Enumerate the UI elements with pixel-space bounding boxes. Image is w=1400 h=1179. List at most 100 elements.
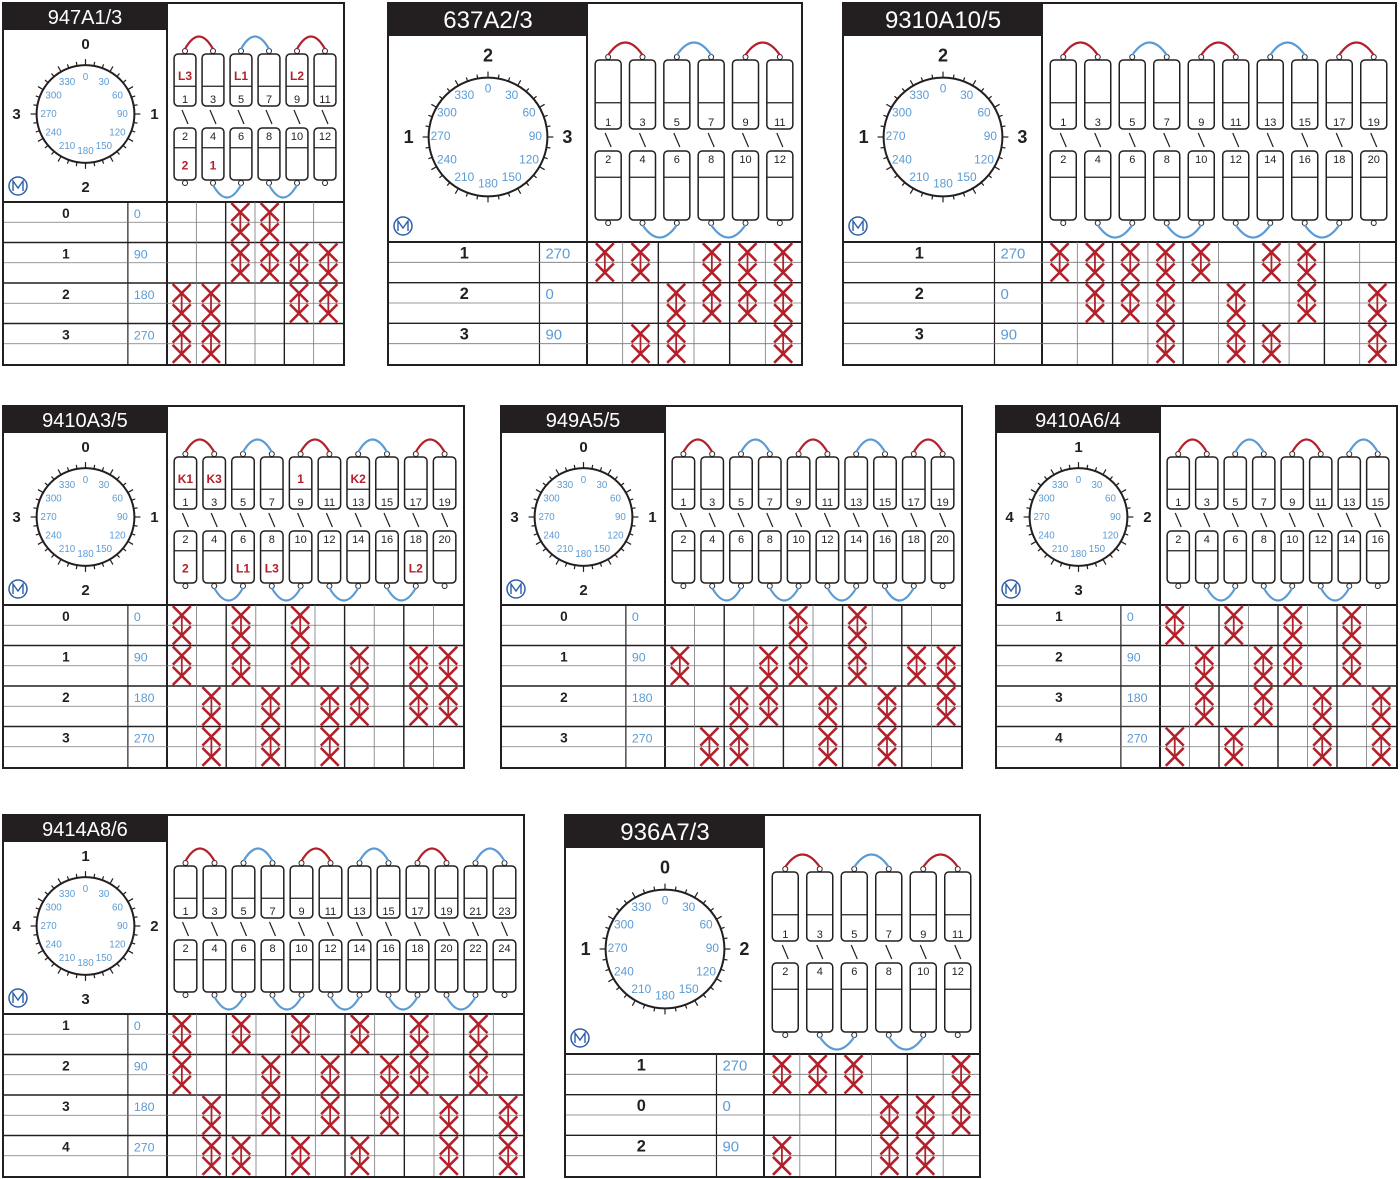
terminal-number: 9 xyxy=(1289,497,1295,509)
terminal-number: 11 xyxy=(1230,117,1241,129)
closed-contact-mark xyxy=(1367,323,1388,364)
switch-panel: 9414A8/6 0 30 60 90 120 150 180 210 240 270 300 330 1… xyxy=(2,814,525,1178)
closed-contact-mark xyxy=(290,1135,311,1176)
table-position-label: 1 xyxy=(1055,609,1063,624)
table-angle-label: 270 xyxy=(632,732,653,746)
closed-contact-mark xyxy=(771,1135,792,1176)
terminal-number: 8 xyxy=(1261,534,1267,546)
closed-contact-mark xyxy=(438,1095,459,1136)
dial-position-label: 4 xyxy=(12,918,21,935)
terminal-number: 4 xyxy=(1204,534,1210,546)
terminal-number: 3 xyxy=(1204,497,1210,509)
terminal-number: 5 xyxy=(240,906,246,918)
terminal-number: 5 xyxy=(240,497,246,509)
terminal-number: 7 xyxy=(266,94,272,106)
dial-position-label: 1 xyxy=(150,509,158,526)
closed-contact-mark xyxy=(630,242,651,283)
terminal-number: 19 xyxy=(440,906,452,918)
jumper-wire xyxy=(213,996,245,1011)
closed-contact-mark xyxy=(259,242,280,283)
jumper-wire xyxy=(212,184,242,199)
closed-contact-mark xyxy=(877,686,897,727)
table-angle-label: 90 xyxy=(722,1140,739,1156)
phase-label: L2 xyxy=(409,562,423,576)
table-angle-label: 0 xyxy=(134,610,141,624)
closed-contact-mark xyxy=(260,726,281,767)
panel-diagram: 0 30609012015018021024027030033001231K122… xyxy=(4,407,463,767)
closed-contact-mark xyxy=(438,1135,459,1176)
dial-degree-label: 150 xyxy=(594,544,611,555)
dial-degree-label: 210 xyxy=(909,170,929,184)
jumper-wire xyxy=(818,1036,856,1051)
terminal-block: 1 K1 2 2 3 K3 4 5 6 L1 7 8 L3 9 1 10 11 12 13 K2 14 15 16 17 18 L… xyxy=(173,438,457,602)
closed-contact-mark xyxy=(1190,242,1211,283)
table-position-label: 3 xyxy=(560,731,568,746)
phase-label: K3 xyxy=(207,472,223,486)
table-angle-label: 180 xyxy=(134,288,155,302)
table-position-label: 2 xyxy=(560,690,568,705)
dial-degree-label: 270 xyxy=(40,109,57,120)
table-position-label: 2 xyxy=(62,287,70,302)
panel-title: 947A1/3 xyxy=(4,4,166,30)
table-angle-label: 0 xyxy=(1127,610,1134,624)
panel-title: 949A5/5 xyxy=(502,407,664,433)
jumper-wire xyxy=(386,587,417,602)
jumper-wire xyxy=(184,847,216,862)
closed-contact-mark xyxy=(915,1094,936,1136)
terminal-number: 1 xyxy=(182,906,188,918)
table-angle-label: 90 xyxy=(134,1060,148,1074)
terminal-number: 16 xyxy=(879,534,891,546)
table-position-label: 1 xyxy=(460,244,469,262)
jumper-wire xyxy=(1205,587,1237,602)
dial-degree-label: 180 xyxy=(1070,549,1087,560)
terminal-number: 3 xyxy=(211,497,217,509)
panel-diagram: 0 30609012015018021024027030033001231L322… xyxy=(4,4,343,364)
table-angle-label: 0 xyxy=(1000,287,1008,303)
closed-contact-mark xyxy=(230,242,251,283)
terminal-number: 9 xyxy=(294,94,300,106)
closed-contact-mark xyxy=(847,605,868,646)
jumper-wire xyxy=(1234,224,1272,239)
closed-contact-mark xyxy=(498,1095,519,1136)
switching-table: 1 270 0 0 2 90 xyxy=(566,1054,979,1176)
terminal-number: 2 xyxy=(182,943,188,955)
table-position-label: 2 xyxy=(637,1138,646,1156)
terminal-number: 12 xyxy=(1230,154,1242,166)
certification-mark-icon xyxy=(1001,579,1021,599)
terminal-number: 19 xyxy=(936,497,948,509)
closed-contact-mark xyxy=(879,1094,900,1136)
terminal-number: 2 xyxy=(680,534,686,546)
jumper-wire xyxy=(270,587,302,602)
phase-label: L2 xyxy=(290,69,304,83)
terminal-number: 1 xyxy=(1175,497,1181,509)
terminal-number: 6 xyxy=(240,534,246,546)
panel-diagram: 0 306090120150180210240270300330012312345… xyxy=(502,407,961,767)
closed-contact-mark xyxy=(289,283,309,324)
terminal-number: 11 xyxy=(1315,497,1326,509)
closed-contact-mark xyxy=(408,686,429,727)
dial-degree-label: 300 xyxy=(45,494,62,505)
table-position-label: 2 xyxy=(460,285,469,303)
terminal-number: 8 xyxy=(269,534,275,546)
closed-contact-mark xyxy=(879,1135,900,1176)
panel-diagram: 0 306090120150180210240270300330123412345… xyxy=(4,816,523,1176)
terminal-number: 3 xyxy=(211,906,217,918)
table-position-label: 3 xyxy=(915,326,924,344)
phase-label: 1 xyxy=(297,472,304,486)
dial-position-label: 2 xyxy=(579,582,587,599)
closed-contact-mark xyxy=(1155,282,1176,324)
terminal-number: 6 xyxy=(240,943,246,955)
terminal-number: 5 xyxy=(674,117,680,129)
closed-contact-mark xyxy=(701,282,722,324)
closed-contact-mark xyxy=(1312,686,1333,727)
closed-contact-mark xyxy=(758,645,779,686)
closed-contact-mark xyxy=(408,645,429,686)
terminal-number: 12 xyxy=(324,943,336,955)
closed-contact-mark xyxy=(171,605,192,646)
dial-degree-label: 180 xyxy=(77,549,94,560)
